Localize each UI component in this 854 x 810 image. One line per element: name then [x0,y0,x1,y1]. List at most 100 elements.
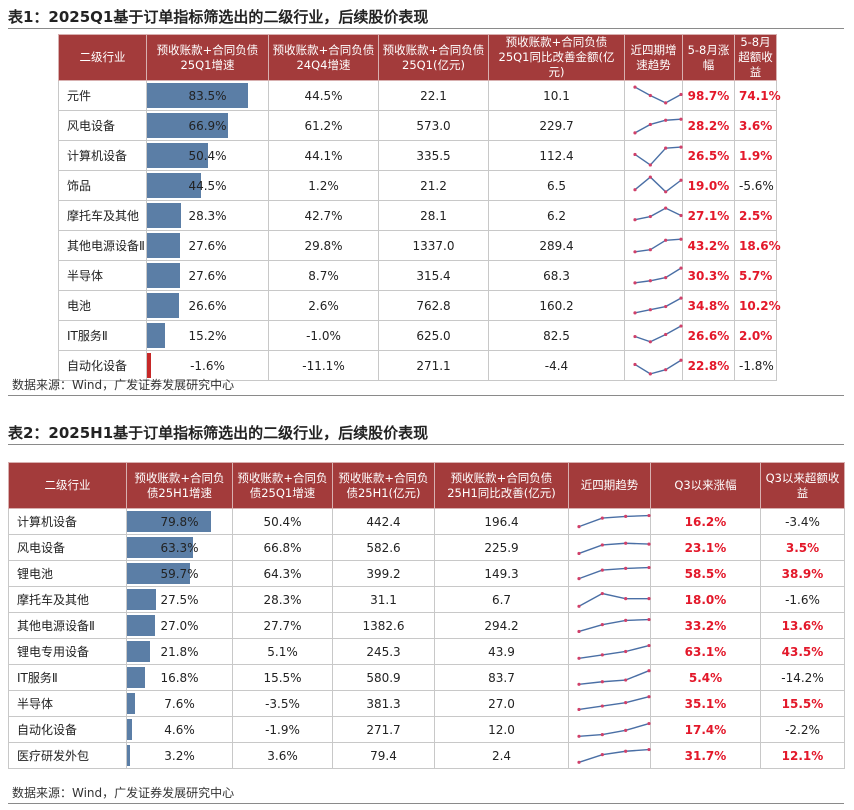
sparkline-point [600,704,604,708]
return-value: 43.2% [682,230,735,261]
amount: 442.4 [332,508,435,535]
growth-previous: 1.2% [268,170,379,201]
trend-sparkline [568,560,651,587]
growth-previous: 29.8% [268,230,379,261]
sparkline-point [633,281,637,285]
growth-bar-cell: 66.9% [146,110,269,141]
sparkline-point [600,653,604,657]
sparkline-point [648,372,652,376]
improvement: 6.5 [488,170,625,201]
trend-sparkline [568,586,651,613]
improvement: -4.4 [488,350,625,381]
amount: 580.9 [332,664,435,691]
sparkline-point [600,733,604,737]
sparkline-line [578,644,650,659]
growth-value: 50.4% [188,148,227,163]
industry-name: 半导体 [58,260,147,291]
growth-value: 15.2% [188,328,227,343]
excess-return-value: 74.1% [734,80,781,111]
growth-bar [147,263,181,288]
sparkline-point [664,206,668,210]
table2-body: 计算机设备 79.8% 50.4% 442.4 196.4 16.2% -3.4% 风电设备 6… [8,508,845,769]
return-value: 35.1% [650,690,761,717]
sparkline-point [577,656,581,660]
improvement: 160.2 [488,290,625,321]
sparkline-point [624,649,628,654]
sparkline-point [577,577,581,581]
growth-previous: 50.4% [232,508,333,535]
sparkline-point [624,514,628,518]
header-industry: 二级行业 [8,462,127,509]
sparkline-point [664,332,668,337]
trend-sparkline [568,638,651,665]
sparkline-point [648,175,652,179]
amount: 22.1 [378,80,489,111]
header-improvement: 预收账款+合同负债25H1同比改善(亿元) [434,462,569,509]
growth-bar-cell: -1.6% [146,350,269,381]
growth-bar [127,719,132,740]
trend-sparkline [568,534,651,561]
excess-return-value: 3.5% [760,534,845,561]
sparkline-point [600,516,604,520]
industry-name: 半导体 [8,690,127,717]
growth-bar [147,323,166,348]
growth-previous: 64.3% [232,560,333,587]
sparkline-line [578,514,650,528]
header-trend: 近四期增速趋势 [624,34,683,81]
header-growth-current: 预收账款+合同负债25H1增速 [126,462,233,509]
sparkline-point [633,250,637,254]
trend-sparkline [624,350,683,381]
sparkline-point [577,525,581,529]
growth-previous: 66.8% [232,534,333,561]
trend-sparkline [568,612,651,639]
sparkline-point [633,218,637,222]
sparkline-point [633,85,637,89]
sparkline-line [578,566,650,580]
sparkline-chart [633,85,683,105]
sparkline-line [634,325,682,343]
sparkline-point [647,513,651,518]
industry-name: 锂电池 [8,560,127,587]
sparkline-chart [633,324,683,344]
return-value: 34.8% [682,290,735,321]
improvement: 68.3 [488,260,625,291]
growth-value: 59.7% [160,566,199,581]
sparkline-line [578,722,650,737]
table-row: IT服务Ⅱ 15.2% -1.0% 625.0 82.5 26.6% 2.0% [58,320,777,351]
industry-name: 摩托车及其他 [8,586,127,613]
trend-sparkline [568,690,651,717]
excess-return-value: -1.6% [760,586,845,613]
excess-return-value: 3.6% [734,110,777,141]
excess-return-value: 10.2% [734,290,781,321]
sparkline-point [664,190,668,194]
growth-value: 16.8% [160,670,199,685]
industry-name: 元件 [58,80,147,111]
sparkline-point [664,304,668,309]
trend-sparkline [624,200,683,231]
growth-bar-cell: 7.6% [126,690,233,717]
excess-return-value: 2.0% [734,320,777,351]
header-industry: 二级行业 [58,34,147,81]
amount: 762.8 [378,290,489,321]
sparkline-line [634,238,682,253]
improvement: 82.5 [488,320,625,351]
table-row: 锂电池 59.7% 64.3% 399.2 149.3 58.5% 38.9% [8,560,845,587]
growth-bar [127,641,150,662]
growth-bar [147,353,151,378]
growth-previous: -1.9% [232,716,333,743]
growth-value: 44.5% [188,178,227,193]
return-value: 33.2% [650,612,761,639]
growth-value: 27.0% [160,618,199,633]
table-row: 医疗研发外包 3.2% 3.6% 79.4 2.4 31.7% 12.1% [8,742,845,769]
sparkline-point [679,178,683,182]
return-value: 98.7% [682,80,735,111]
sparkline-line [634,118,682,134]
growth-bar-cell: 27.6% [146,230,269,261]
sparkline-point [648,248,652,252]
excess-return-value: 43.5% [760,638,845,665]
header-improvement: 预收账款+合同负债25Q1同比改善金额(亿元) [488,34,625,81]
growth-value: 28.3% [188,208,227,223]
amount: 271.1 [378,350,489,381]
growth-previous: 44.5% [268,80,379,111]
industry-name: 其他电源设备Ⅱ [8,612,127,639]
